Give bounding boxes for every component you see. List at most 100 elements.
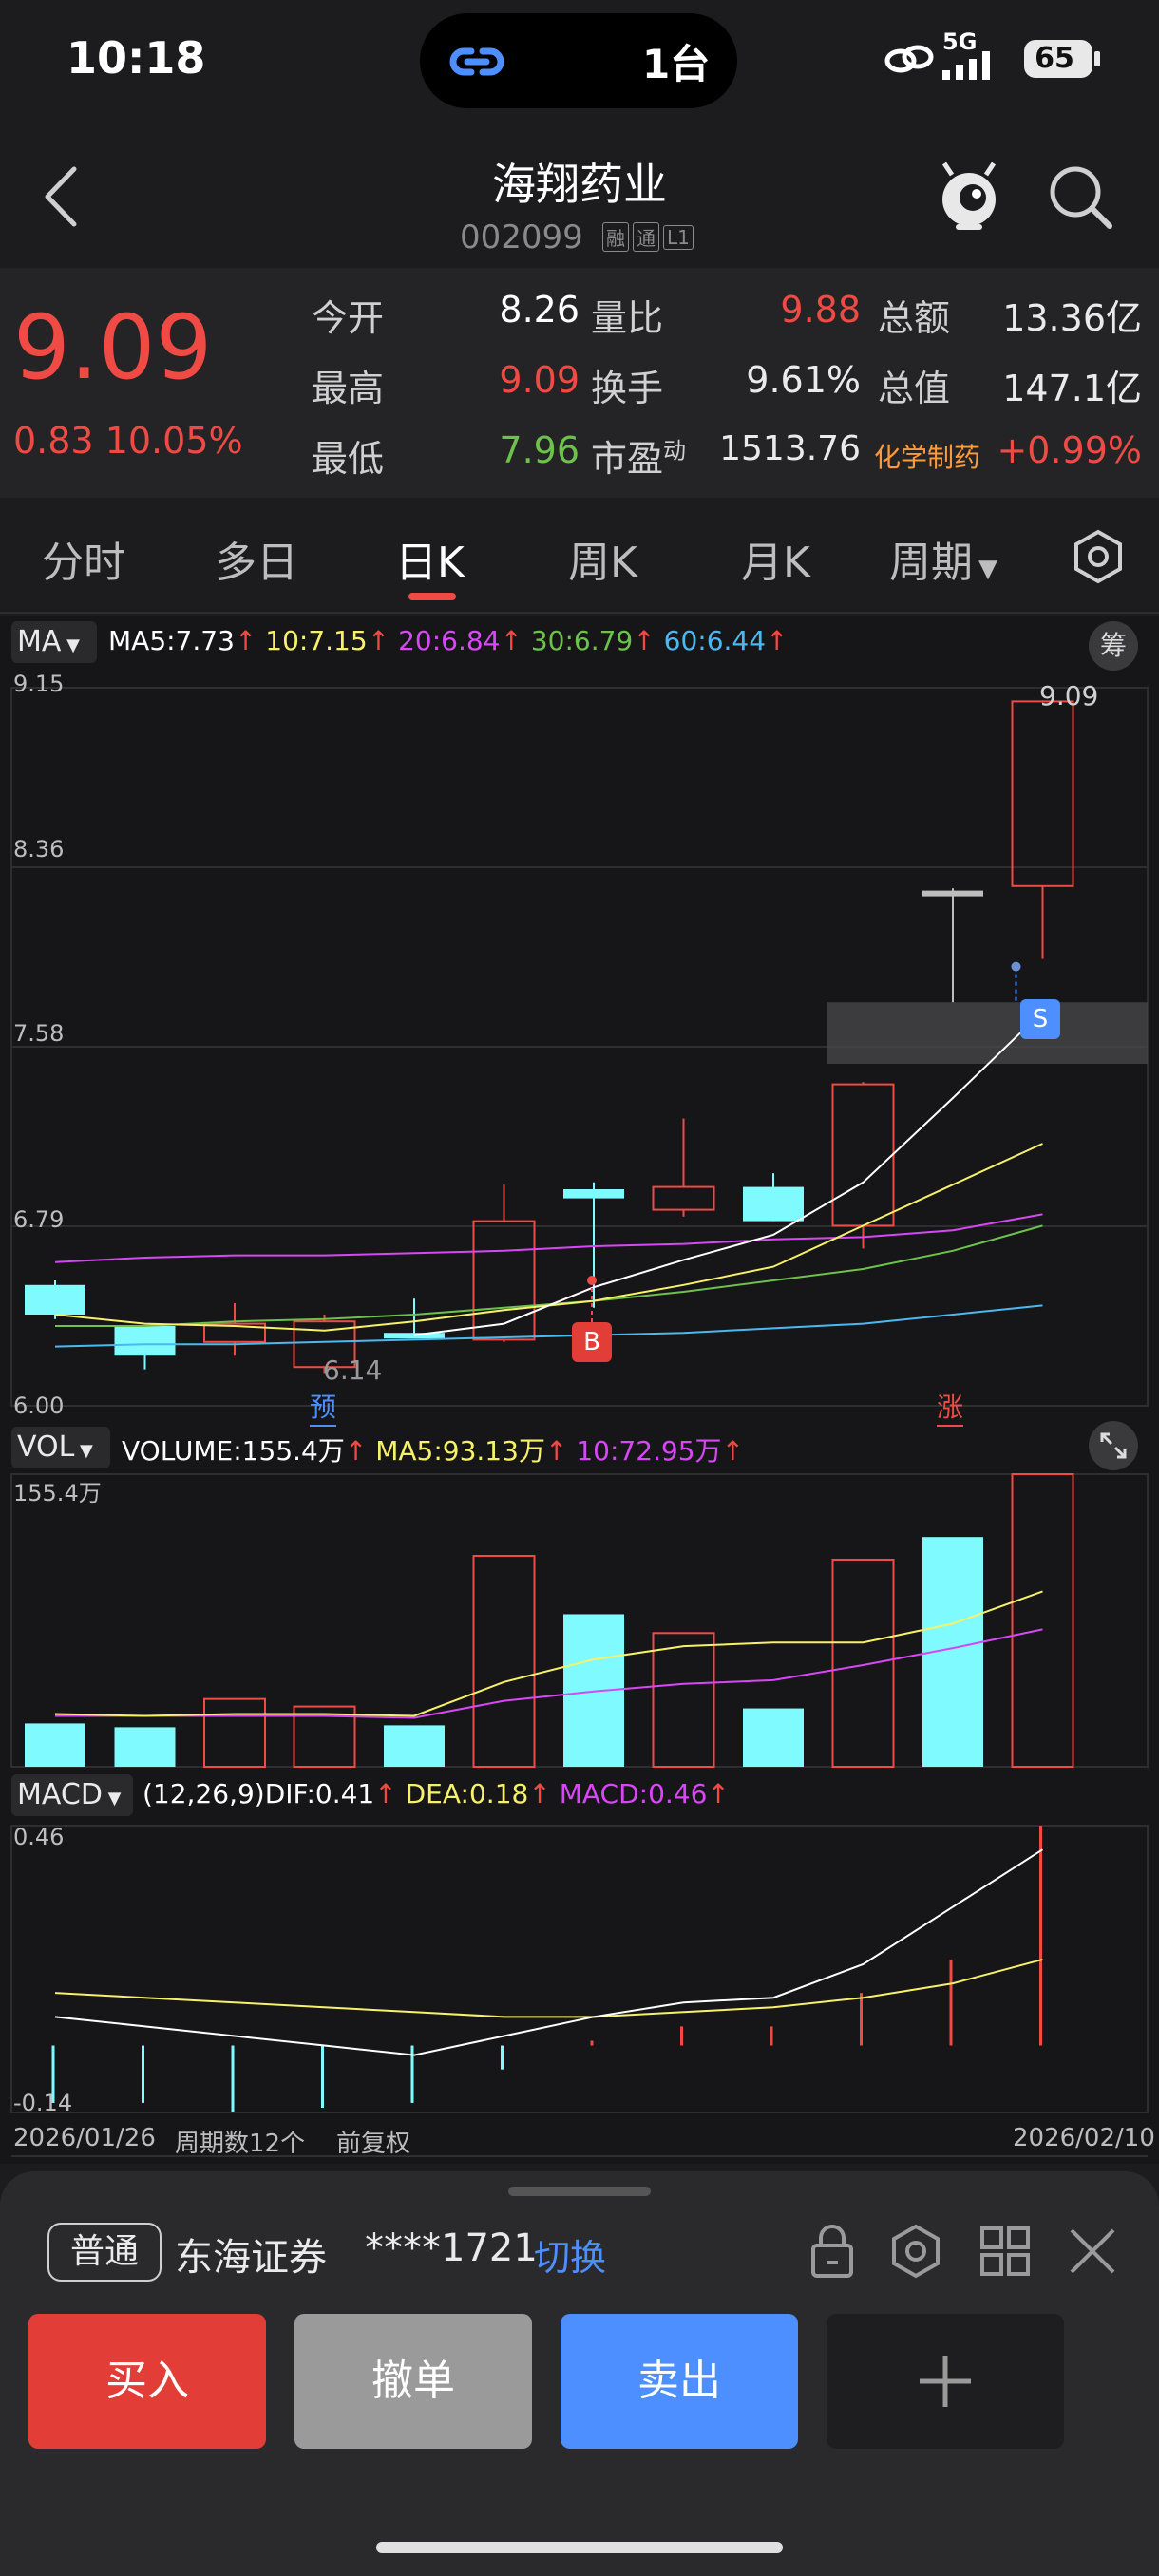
ma60-arrow-icon: ↑ <box>766 625 788 656</box>
tag-margin: 融 <box>602 222 629 252</box>
pe-label: 市盈动 <box>591 429 686 482</box>
volume-ma-lines <box>54 1590 1043 1719</box>
mascot-icon[interactable] <box>931 158 1007 234</box>
ma-lines <box>54 1011 1044 1348</box>
turnover-amount-value: 13.36亿 <box>1002 297 1142 339</box>
vol-ma10-value: 10:72.95万 <box>576 1435 722 1467</box>
ma10-arrow-icon: ↑ <box>367 625 390 656</box>
ma-menu-label: MA ▼ <box>17 625 80 658</box>
volume-bar <box>743 1708 804 1767</box>
candle-body <box>114 1326 176 1356</box>
pe-value: 1513.76 <box>719 429 861 468</box>
vol-menu-text: VOL <box>17 1430 75 1464</box>
panel-grabber[interactable] <box>508 2187 651 2196</box>
volume-bar <box>114 1727 176 1767</box>
macd-axis-top: 0.46 <box>13 1824 65 1850</box>
price-axis-top: 9.15 <box>13 671 65 697</box>
buy-button[interactable]: 买入 <box>28 2314 266 2449</box>
tab-period[interactable]: 周期 ▼ <box>889 528 998 589</box>
link-icon <box>449 47 504 76</box>
stock-code: 002099 <box>460 218 583 256</box>
volume-bar <box>293 1705 356 1768</box>
volume-bar <box>831 1558 895 1769</box>
ma60-line <box>54 1304 1043 1348</box>
tab-daily-k[interactable]: 日K <box>395 539 465 587</box>
account-type-badge[interactable]: 普通 <box>48 2223 162 2282</box>
macd-arrow-icon: ↑ <box>707 1778 730 1809</box>
change-percent: 10.05% <box>104 420 243 462</box>
cancel-order-button[interactable]: 撤单 <box>294 2314 532 2449</box>
open-label: 今开 <box>312 297 385 339</box>
stock-name: 海翔药业 <box>492 159 667 210</box>
sector-label[interactable]: 化学制药 <box>874 442 981 473</box>
volume-bar <box>203 1697 266 1769</box>
vol-menu-caret-icon: ▼ <box>74 1441 93 1461</box>
back-icon[interactable] <box>40 163 82 230</box>
switch-account-link[interactable]: 切换 <box>534 2237 607 2279</box>
lock-icon[interactable] <box>804 2221 861 2282</box>
ma-menu-caret-icon: ▼ <box>61 635 80 655</box>
macd-panel-border <box>10 1825 1149 2113</box>
price-axis-4: 6.79 <box>13 1206 65 1233</box>
macd-menu-button[interactable] <box>11 1774 133 1816</box>
quote-panel <box>0 268 1159 498</box>
candle-body <box>831 1083 895 1227</box>
volume-bar <box>384 1725 445 1767</box>
kline-chart[interactable] <box>0 665 1159 2166</box>
buy-marker[interactable]: B <box>572 1322 612 1362</box>
macd-menu-label: MACD ▼ <box>17 1778 122 1811</box>
expand-button[interactable] <box>1089 1421 1138 1470</box>
vol-menu-button[interactable] <box>11 1427 110 1468</box>
period-count: 周期数12个 <box>175 2130 306 2158</box>
sell-button[interactable]: 卖出 <box>560 2314 798 2449</box>
ma60-value: 60:6.44 <box>663 625 767 656</box>
candle-body <box>652 1185 715 1211</box>
search-icon[interactable] <box>1045 161 1117 234</box>
ma20-line <box>54 1213 1043 1263</box>
settings-icon[interactable] <box>887 2223 944 2280</box>
high-label: 最高 <box>312 368 385 409</box>
limit-up-marker[interactable]: 涨 <box>937 1387 964 1427</box>
low-label: 最低 <box>312 438 385 480</box>
chip-distribution-button[interactable]: 筹 <box>1089 621 1138 671</box>
chart-area[interactable] <box>0 616 1159 2164</box>
sell-marker-dot <box>1011 961 1021 972</box>
market-cap-label: 总值 <box>878 368 951 409</box>
tab-multiday[interactable]: 多日 <box>215 539 298 587</box>
vol-ma10-arrow-icon: ↑ <box>721 1435 745 1467</box>
home-indicator[interactable] <box>376 2542 783 2553</box>
low-annotation: 6.14 <box>323 1354 383 1386</box>
price-change: 0.83 10.05% <box>13 420 243 462</box>
high-annotation: 9.09 <box>1039 680 1099 711</box>
grid-menu-icon[interactable] <box>977 2223 1034 2280</box>
sell-marker[interactable]: S <box>1020 999 1060 1039</box>
macd-legend: (12,26,9)DIF:0.41↑ DEA:0.18↑ MACD:0.46↑ <box>142 1778 730 1809</box>
more-button[interactable] <box>826 2314 1064 2449</box>
network-type: 5G <box>942 28 978 55</box>
ma-menu-button[interactable] <box>11 621 97 663</box>
market-cap-value: 147.1亿 <box>1002 368 1142 409</box>
signal-icon <box>942 51 990 80</box>
pe-label-sup: 动 <box>663 437 687 464</box>
tab-monthly-k[interactable]: 月K <box>741 539 810 587</box>
pre-marker[interactable]: 预 <box>310 1387 337 1427</box>
ma10-value: 10:7.15 <box>265 625 368 656</box>
tab-weekly-k[interactable]: 周K <box>568 539 637 587</box>
volume-ratio-value: 9.88 <box>780 289 861 331</box>
status-time: 10:18 <box>66 32 206 84</box>
pe-label-text: 市盈 <box>591 438 664 480</box>
volume-value: VOLUME:155.4万 <box>122 1435 345 1467</box>
price-axis-2: 8.36 <box>13 836 65 862</box>
plus-icon <box>920 2356 971 2407</box>
tab-intraday[interactable]: 分时 <box>42 539 125 587</box>
high-value: 9.09 <box>499 359 580 401</box>
adjust-mode[interactable]: 前复权 <box>336 2130 411 2158</box>
dif-arrow-icon: ↑ <box>374 1778 397 1809</box>
candle-body <box>743 1186 804 1222</box>
dea-value: DEA:0.18 <box>405 1778 529 1809</box>
low-value: 7.96 <box>499 429 580 471</box>
period-tabs <box>0 502 1159 614</box>
settings-hexagon-icon[interactable] <box>1070 528 1127 585</box>
end-date: 2026/02/10 <box>1013 2124 1155 2152</box>
close-icon[interactable] <box>1064 2223 1121 2280</box>
